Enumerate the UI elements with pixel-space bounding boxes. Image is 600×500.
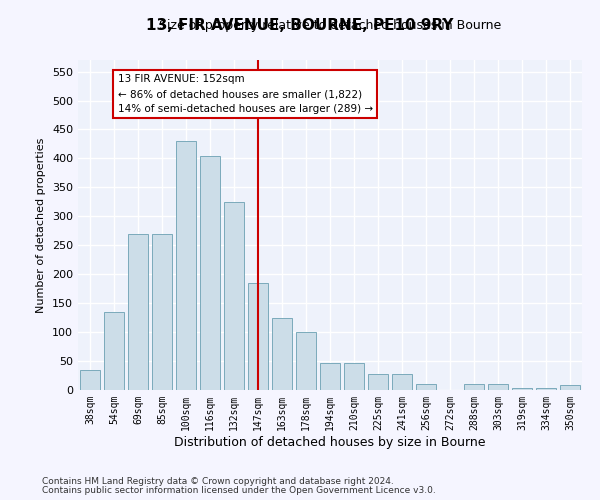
Bar [464,384,484,390]
Bar [296,332,316,390]
Bar [272,318,292,390]
Bar [200,156,220,390]
Bar [128,234,148,390]
X-axis label: Distribution of detached houses by size in Bourne: Distribution of detached houses by size … [174,436,486,448]
Bar [488,384,508,390]
Bar [368,374,388,390]
Bar [80,370,100,390]
Bar [152,234,172,390]
Bar [344,363,364,390]
Bar [248,283,268,390]
Bar [416,384,436,390]
Bar [176,141,196,390]
Text: Contains public sector information licensed under the Open Government Licence v3: Contains public sector information licen… [42,486,436,495]
Title: Size of property relative to detached houses in Bourne: Size of property relative to detached ho… [159,20,501,32]
Bar [560,386,580,390]
Bar [320,363,340,390]
Bar [536,388,556,390]
Bar [392,374,412,390]
Bar [512,388,532,390]
Text: 13 FIR AVENUE: 152sqm
← 86% of detached houses are smaller (1,822)
14% of semi-d: 13 FIR AVENUE: 152sqm ← 86% of detached … [118,74,373,114]
Text: Contains HM Land Registry data © Crown copyright and database right 2024.: Contains HM Land Registry data © Crown c… [42,477,394,486]
Bar [104,312,124,390]
Y-axis label: Number of detached properties: Number of detached properties [37,138,46,312]
Bar [224,202,244,390]
Text: 13, FIR AVENUE, BOURNE, PE10 9RY: 13, FIR AVENUE, BOURNE, PE10 9RY [146,18,454,32]
